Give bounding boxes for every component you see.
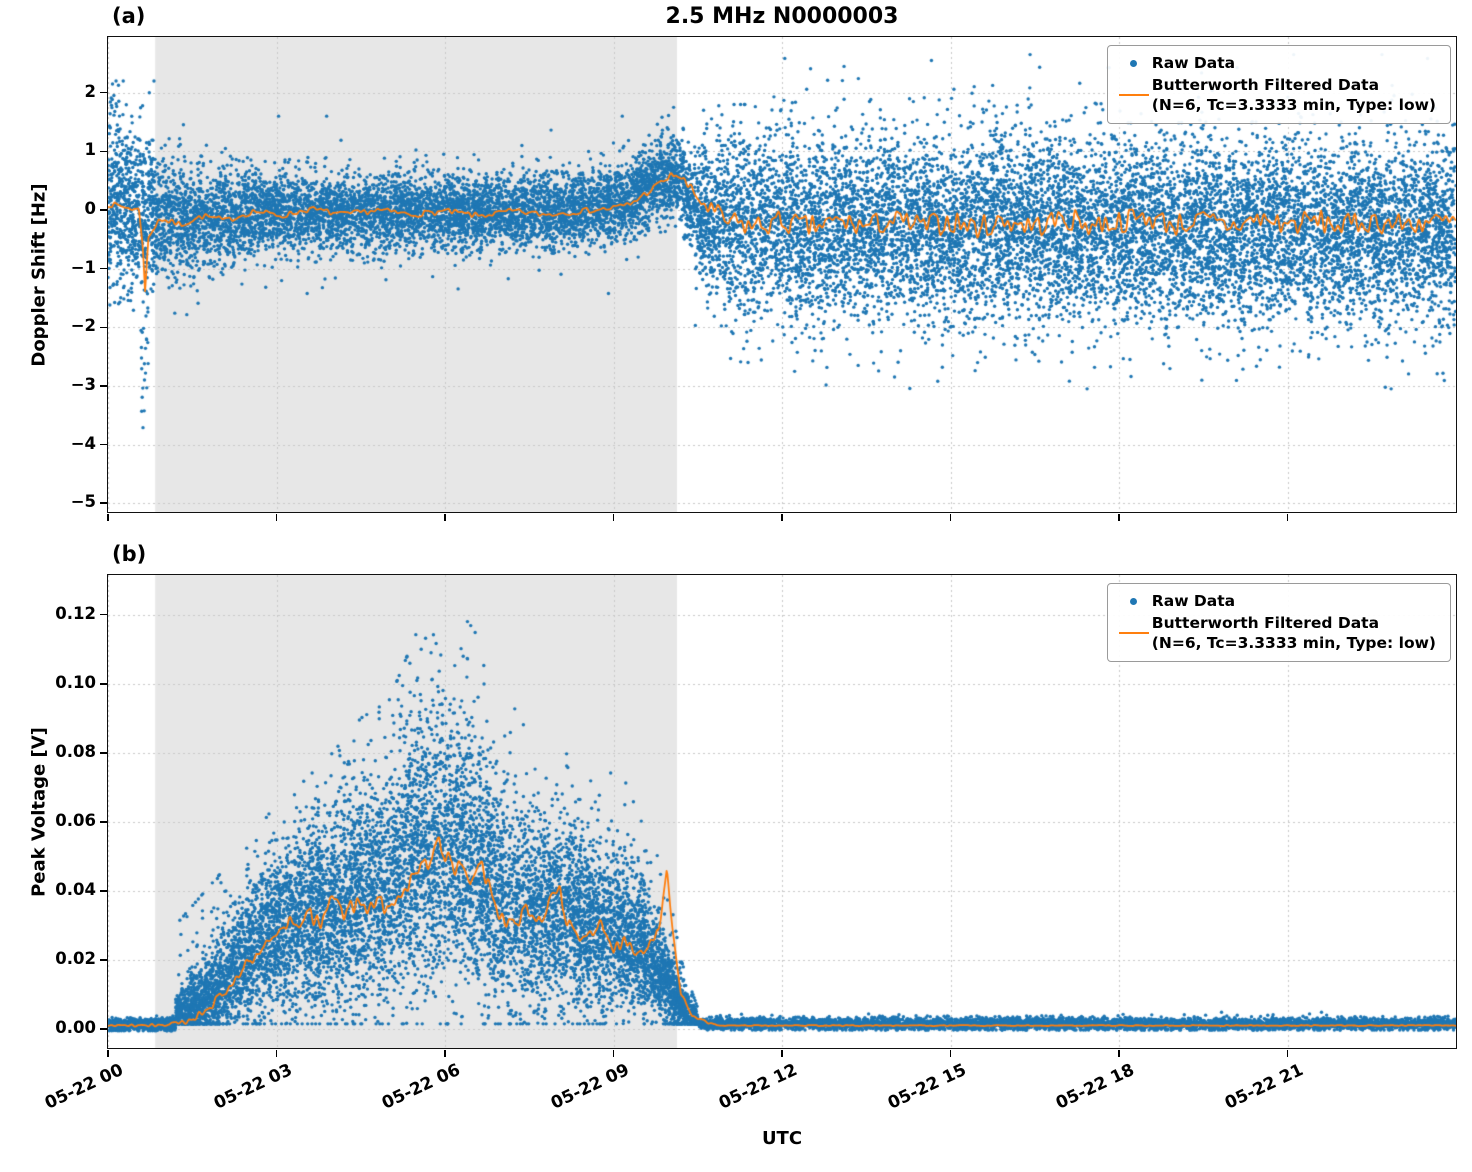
legend-entry-filtered: Butterworth Filtered Data (N=6, Tc=3.3333… xyxy=(1116,75,1436,115)
y-tick-mark xyxy=(99,959,107,961)
y-tick-label: 0.06 xyxy=(55,810,96,830)
x-tick-mark xyxy=(275,1049,278,1057)
raw-data-label: Raw Data xyxy=(1151,54,1236,72)
panel-a-label: (a) xyxy=(112,4,146,28)
y-tick-mark xyxy=(99,150,107,153)
y-tick-mark xyxy=(99,1028,107,1030)
y-tick-label: −4 xyxy=(70,433,96,453)
x-tick-label: 05-22 09 xyxy=(547,1060,632,1114)
x-tick-mark xyxy=(107,513,109,521)
y-tick-mark xyxy=(99,502,107,504)
x-tick-mark xyxy=(1286,513,1289,521)
x-tick-mark xyxy=(612,1049,615,1057)
y-tick-mark xyxy=(99,443,107,446)
y-tick-label: 0.08 xyxy=(55,741,96,761)
y-tick-mark xyxy=(99,267,107,270)
y-tick-mark xyxy=(99,752,107,754)
legend-marker-column xyxy=(1116,59,1152,67)
raw-data-marker-icon xyxy=(1130,597,1138,605)
x-tick-label: 05-22 00 xyxy=(41,1060,127,1114)
x-tick-mark xyxy=(1286,1049,1289,1057)
filtered-data-label: Butterworth Filtered Data xyxy=(1151,76,1380,94)
filtered-data-label-block: Butterworth Filtered Data (N=6, Tc=3.3333… xyxy=(1152,75,1436,115)
y-tick-mark xyxy=(99,209,107,211)
legend-marker-column xyxy=(1116,632,1152,635)
x-tick-label: 05-22 06 xyxy=(378,1060,464,1114)
x-tick-mark xyxy=(1118,513,1120,521)
x-tick-mark xyxy=(949,1049,952,1057)
x-tick-mark xyxy=(781,513,783,521)
legend-entry-raw: Raw Data xyxy=(1116,54,1436,72)
y-tick-label: −5 xyxy=(70,492,96,512)
x-tick-mark xyxy=(444,513,446,521)
x-tick-label: 05-22 15 xyxy=(884,1060,969,1114)
x-tick-mark xyxy=(612,513,615,521)
y-tick-mark xyxy=(99,613,107,616)
filtered-data-label: Butterworth Filtered Data xyxy=(1151,614,1380,632)
x-tick-mark xyxy=(107,1049,109,1057)
legend-entry-filtered: Butterworth Filtered Data (N=6, Tc=3.3333… xyxy=(1116,613,1436,653)
x-tick-label: 05-22 21 xyxy=(1221,1060,1306,1114)
legend-marker-column xyxy=(1116,597,1152,605)
filtered-data-line-icon xyxy=(1118,94,1149,97)
panel-b-label: (b) xyxy=(112,542,147,566)
y-tick-label: 0.00 xyxy=(55,1018,96,1037)
filtered-data-line-icon xyxy=(1118,632,1149,635)
x-tick-label: 05-22 03 xyxy=(210,1060,295,1114)
y-tick-label: −2 xyxy=(70,316,96,336)
x-tick-mark xyxy=(949,513,952,521)
x-tick-mark xyxy=(1118,1049,1120,1057)
raw-data-label: Raw Data xyxy=(1151,592,1236,610)
y-tick-mark xyxy=(99,385,107,387)
y-tick-label: 2 xyxy=(84,81,96,101)
filtered-data-label-block: Butterworth Filtered Data (N=6, Tc=3.3333… xyxy=(1152,613,1436,653)
y-tick-label: 0.04 xyxy=(55,879,96,899)
y-tick-label: −3 xyxy=(70,374,96,394)
x-tick-label: 05-22 12 xyxy=(715,1060,801,1114)
y-tick-label: 1 xyxy=(84,140,96,160)
y-tick-mark xyxy=(99,91,107,94)
y-tick-label: 0 xyxy=(84,198,96,218)
y-tick-label: 0.12 xyxy=(55,603,96,623)
x-tick-mark xyxy=(444,1049,446,1057)
legend-box-panel-b: Raw Data Butterworth Filtered Data (N=6, T… xyxy=(1106,583,1451,663)
y-tick-label: 0.10 xyxy=(55,672,96,692)
y-tick-label: 0.02 xyxy=(55,948,96,968)
filtered-data-sublabel: (N=6, Tc=3.3333 min, Type: low) xyxy=(1151,634,1436,653)
y-tick-mark xyxy=(99,821,107,823)
legend-marker-column xyxy=(1116,94,1152,97)
y-tick-label: −1 xyxy=(70,257,96,277)
legend-box-panel-a: Raw Data Butterworth Filtered Data (N=6, T… xyxy=(1106,45,1451,125)
raw-data-marker-icon xyxy=(1130,59,1138,67)
x-axis-label: UTC xyxy=(761,1128,803,1149)
x-tick-mark xyxy=(275,513,278,521)
legend-entry-raw: Raw Data xyxy=(1116,592,1436,610)
y-tick-mark xyxy=(99,683,107,685)
x-tick-mark xyxy=(781,1049,783,1057)
y-tick-mark xyxy=(99,890,107,892)
chart-title: 2.5 MHz N0000003 xyxy=(665,4,899,29)
y-tick-mark xyxy=(99,326,107,329)
filtered-data-sublabel: (N=6, Tc=3.3333 min, Type: low) xyxy=(1151,96,1436,115)
x-tick-label: 05-22 18 xyxy=(1052,1060,1138,1114)
